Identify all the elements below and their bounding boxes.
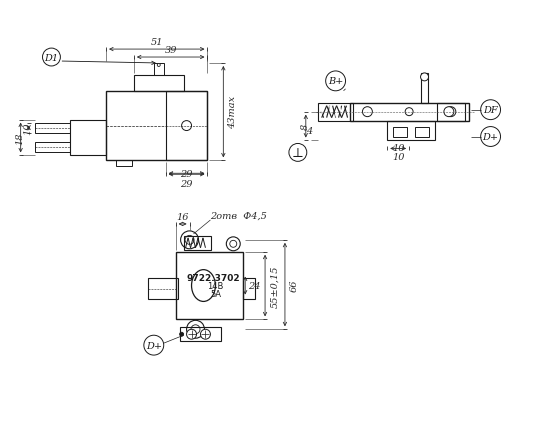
Bar [243, 278, 255, 300]
Bar [393, 127, 407, 137]
Circle shape [446, 108, 456, 117]
Circle shape [157, 64, 160, 68]
Bar [349, 104, 469, 121]
Circle shape [444, 108, 454, 117]
Bar [35, 123, 70, 133]
Bar [318, 104, 354, 121]
Text: D+: D+ [482, 133, 499, 141]
Circle shape [362, 108, 372, 117]
Circle shape [226, 237, 240, 251]
Text: 24: 24 [248, 281, 261, 290]
Text: DF: DF [483, 106, 498, 115]
Text: 10: 10 [392, 153, 404, 162]
Circle shape [180, 231, 199, 249]
Bar [166, 92, 207, 161]
Text: 55±0,15: 55±0,15 [270, 265, 279, 307]
Circle shape [421, 74, 428, 82]
Bar [148, 278, 178, 300]
Text: 16: 16 [177, 212, 189, 221]
Bar [106, 92, 207, 161]
Text: 29: 29 [180, 180, 193, 189]
Text: D+: D+ [146, 341, 162, 350]
Ellipse shape [191, 270, 216, 302]
Text: 66: 66 [290, 279, 299, 291]
Circle shape [180, 332, 184, 336]
Text: 2отв  Φ4,5: 2отв Φ4,5 [211, 212, 267, 221]
Bar [116, 161, 132, 167]
Bar [415, 127, 429, 137]
Circle shape [144, 335, 164, 355]
Text: 10: 10 [24, 122, 32, 135]
Text: 29: 29 [180, 170, 193, 179]
Text: 14В: 14В [207, 281, 223, 290]
Circle shape [326, 72, 345, 92]
Circle shape [185, 236, 194, 245]
Bar [70, 120, 106, 156]
Bar [184, 237, 211, 250]
Circle shape [191, 325, 200, 334]
Text: ⊥: ⊥ [292, 147, 304, 160]
Circle shape [289, 144, 307, 162]
Bar [387, 121, 435, 141]
Circle shape [201, 329, 211, 339]
Text: 43max: 43max [228, 96, 237, 129]
Text: 18: 18 [15, 132, 25, 144]
Circle shape [182, 121, 191, 131]
Circle shape [42, 49, 60, 67]
Text: D1: D1 [45, 53, 58, 62]
Circle shape [405, 108, 413, 117]
Bar [175, 252, 243, 319]
Bar [180, 328, 221, 341]
Text: 8: 8 [301, 124, 310, 130]
Circle shape [186, 321, 205, 338]
Text: 5А: 5А [210, 289, 221, 298]
Bar [134, 76, 184, 92]
Circle shape [481, 127, 500, 147]
Text: 51: 51 [151, 38, 163, 47]
Bar [437, 104, 465, 121]
Text: B+: B+ [328, 77, 343, 86]
Circle shape [481, 101, 500, 120]
Bar [421, 74, 428, 104]
Text: 9722.3702: 9722.3702 [186, 273, 240, 283]
Circle shape [186, 329, 196, 339]
Text: 10: 10 [392, 144, 404, 153]
Text: 39: 39 [164, 46, 177, 55]
Bar [154, 64, 164, 76]
Circle shape [230, 241, 236, 248]
Bar [35, 143, 70, 153]
Text: 4: 4 [306, 127, 313, 136]
